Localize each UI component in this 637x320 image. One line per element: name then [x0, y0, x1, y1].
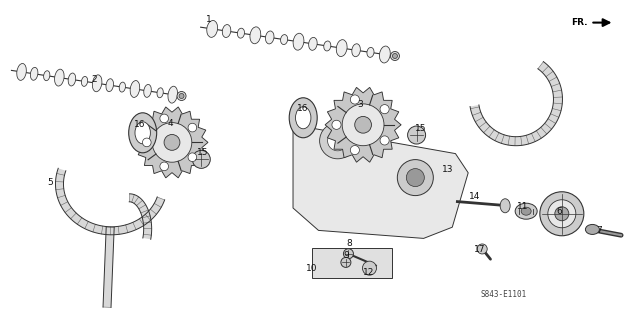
Circle shape: [392, 53, 397, 59]
Polygon shape: [312, 248, 392, 278]
Ellipse shape: [380, 46, 390, 63]
Text: FR.: FR.: [571, 18, 587, 27]
Text: 8: 8: [346, 239, 352, 248]
Circle shape: [343, 249, 354, 259]
Polygon shape: [293, 125, 468, 238]
Polygon shape: [103, 227, 114, 307]
Text: 15: 15: [197, 148, 208, 157]
Ellipse shape: [289, 98, 317, 138]
Circle shape: [327, 131, 348, 151]
Ellipse shape: [135, 122, 150, 144]
Circle shape: [397, 160, 433, 196]
Ellipse shape: [17, 63, 26, 80]
Ellipse shape: [222, 25, 231, 37]
Ellipse shape: [119, 82, 125, 92]
Text: 10: 10: [306, 264, 318, 273]
Ellipse shape: [68, 73, 76, 86]
Ellipse shape: [500, 199, 510, 213]
Circle shape: [332, 120, 341, 129]
Circle shape: [540, 192, 584, 236]
Text: 15: 15: [415, 124, 426, 132]
Circle shape: [555, 207, 569, 221]
Ellipse shape: [168, 86, 178, 103]
Polygon shape: [470, 62, 562, 146]
Ellipse shape: [43, 71, 50, 81]
Text: 5: 5: [47, 178, 53, 187]
Ellipse shape: [515, 203, 537, 219]
Ellipse shape: [266, 31, 274, 44]
Ellipse shape: [144, 84, 152, 97]
Text: 2: 2: [92, 75, 97, 84]
Text: 9: 9: [343, 252, 350, 260]
Ellipse shape: [157, 88, 163, 98]
Circle shape: [350, 95, 359, 104]
Circle shape: [477, 244, 487, 254]
Polygon shape: [136, 107, 208, 178]
Circle shape: [160, 114, 169, 123]
Ellipse shape: [238, 28, 245, 38]
Text: 14: 14: [469, 192, 480, 201]
Ellipse shape: [82, 76, 88, 86]
Text: S843-E1101: S843-E1101: [480, 290, 526, 299]
Circle shape: [350, 146, 359, 155]
Text: 4: 4: [168, 119, 173, 128]
Circle shape: [380, 136, 389, 145]
Circle shape: [179, 93, 184, 99]
Ellipse shape: [92, 75, 102, 92]
Circle shape: [177, 92, 186, 100]
Circle shape: [143, 138, 151, 147]
Ellipse shape: [521, 207, 531, 215]
Ellipse shape: [106, 79, 113, 92]
Ellipse shape: [367, 47, 374, 57]
Ellipse shape: [130, 81, 140, 97]
Ellipse shape: [250, 27, 261, 44]
Ellipse shape: [31, 68, 38, 80]
Circle shape: [408, 126, 426, 144]
Ellipse shape: [352, 44, 361, 57]
Ellipse shape: [309, 37, 317, 50]
Circle shape: [320, 123, 355, 159]
Circle shape: [192, 150, 210, 168]
Text: 17: 17: [474, 245, 485, 254]
Polygon shape: [55, 168, 164, 235]
Text: 3: 3: [357, 100, 363, 108]
Circle shape: [380, 105, 389, 114]
Text: 13: 13: [442, 165, 454, 174]
Ellipse shape: [296, 107, 311, 129]
Circle shape: [355, 116, 371, 133]
Ellipse shape: [585, 224, 599, 235]
Circle shape: [362, 261, 376, 275]
Text: 1: 1: [206, 15, 212, 24]
Circle shape: [390, 52, 399, 60]
Ellipse shape: [293, 33, 304, 50]
Ellipse shape: [55, 69, 64, 86]
Text: 6: 6: [556, 207, 562, 216]
Text: 11: 11: [517, 202, 528, 211]
Circle shape: [548, 200, 576, 228]
Text: 12: 12: [362, 268, 374, 277]
Circle shape: [342, 104, 384, 146]
Ellipse shape: [336, 40, 347, 57]
Circle shape: [188, 153, 197, 162]
Ellipse shape: [207, 20, 218, 37]
Text: 16: 16: [297, 104, 308, 113]
Ellipse shape: [324, 41, 331, 51]
Circle shape: [341, 257, 351, 268]
Text: 16: 16: [134, 120, 146, 129]
Polygon shape: [129, 194, 152, 239]
Circle shape: [152, 123, 192, 162]
Ellipse shape: [280, 35, 288, 44]
Circle shape: [160, 162, 169, 171]
Ellipse shape: [129, 113, 157, 153]
Circle shape: [164, 134, 180, 150]
Text: 7: 7: [596, 226, 602, 235]
Circle shape: [188, 123, 197, 132]
Polygon shape: [325, 87, 401, 162]
Circle shape: [406, 169, 424, 187]
